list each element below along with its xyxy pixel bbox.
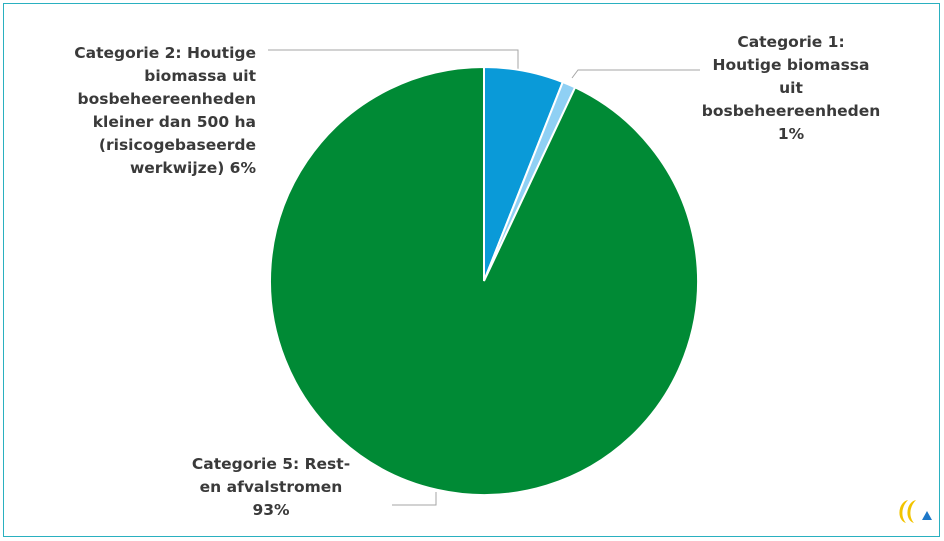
brand-logo-icon [892,496,936,526]
label-cat5: Categorie 5: Rest- en afvalstromen 93% [191,455,351,519]
leader-line-cat5 [392,492,437,506]
leader-line-cat2 [268,49,519,72]
leader-line-cat1 [571,69,700,79]
pie-slice-3 [269,65,699,496]
label-cat1: Categorie 1: Houtige biomassa uit bosbeh… [701,33,881,143]
label-cat2: Categorie 2: Houtige biomassa uit bosbeh… [74,44,256,177]
